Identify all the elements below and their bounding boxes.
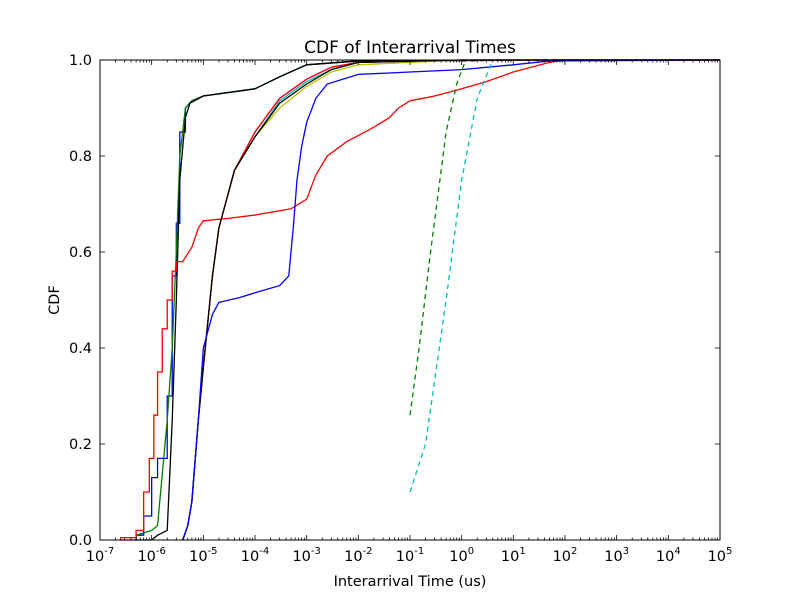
series-line-11 — [409, 59, 467, 416]
chart-title: CDF of Interarrival Times — [304, 38, 516, 58]
x-tick-label: 100 — [449, 546, 474, 565]
x-tick-label: 10-6 — [137, 546, 165, 565]
x-tick-label: 104 — [656, 546, 681, 565]
x-tick-label: 102 — [553, 546, 578, 565]
y-tick-label: 0.2 — [69, 437, 92, 453]
series-line-10 — [182, 59, 721, 541]
y-tick-label: 0.8 — [69, 149, 92, 165]
x-axis-label: Interarrival Time (us) — [334, 574, 487, 590]
series-line-12 — [409, 59, 494, 493]
x-tick-label: 10-7 — [86, 546, 114, 565]
plot-frame — [99, 59, 721, 541]
x-tick-label: 10-3 — [292, 546, 320, 565]
y-tick-label: 1.0 — [69, 53, 92, 69]
x-tick-label: 105 — [708, 546, 733, 565]
y-axis-label: CDF — [47, 285, 63, 315]
x-tick-label: 10-1 — [396, 546, 424, 565]
x-tick-label: 10-5 — [189, 546, 217, 565]
y-tick-label: 0.0 — [69, 533, 92, 549]
y-axis-ticks: 0.0 0.2 0.4 0.6 0.8 1.0 — [69, 53, 720, 549]
y-tick-label: 0.4 — [69, 341, 92, 357]
series-line-4 — [119, 59, 720, 540]
x-tick-label: 103 — [604, 546, 629, 565]
x-tick-label: 10-4 — [241, 546, 269, 565]
x-tick-label: 10-2 — [344, 546, 372, 565]
x-tick-label: 101 — [501, 546, 526, 565]
y-tick-label: 0.6 — [69, 245, 92, 261]
series-line-3 — [136, 59, 720, 541]
